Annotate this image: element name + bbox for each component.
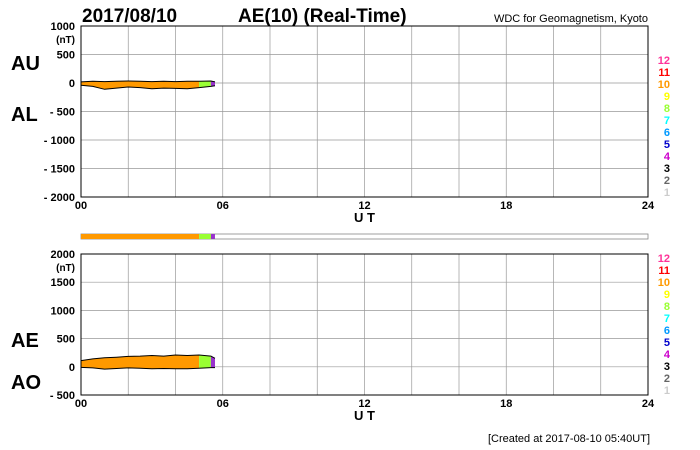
created-timestamp: [Created at 2017-08-10 05:40UT] (488, 433, 650, 445)
y-tick-label: - 500 (50, 390, 75, 402)
x-tick-label: 00 (75, 398, 87, 410)
station-scale-label: 9 (664, 289, 670, 301)
station-bar-segment (199, 234, 211, 239)
x-tick-label: 18 (500, 398, 512, 410)
plot-frame (80, 25, 649, 198)
x-tick-label: 24 (642, 200, 655, 212)
area-segment (210, 81, 215, 87)
x-tick-label: 00 (75, 200, 87, 212)
station-scale-label: 1 (664, 385, 670, 397)
x-tick-label: 06 (217, 398, 229, 410)
y-tick-label: 1000 (51, 305, 75, 317)
y-tick-label: - 1000 (44, 135, 75, 147)
chart-title: AE(10) (Real-Time) (238, 6, 407, 27)
x-axis-label: U T (354, 408, 375, 423)
lower-index-label: AL (11, 104, 38, 126)
series-line-ao (80, 366, 215, 370)
area-segment (199, 81, 211, 88)
x-tick-label: 12 (358, 398, 370, 410)
y-tick-label: 2000 (51, 249, 75, 261)
y-tick-label: 1500 (51, 277, 75, 289)
upper-index-label: AE (11, 330, 39, 352)
x-axis-label: U T (354, 210, 375, 225)
y-tick-label: 0 (69, 78, 75, 90)
station-scale-label: 2 (664, 373, 670, 385)
x-tick-label: 18 (500, 200, 512, 212)
x-tick-label: 06 (217, 200, 229, 212)
y-tick-label: - 1500 (44, 164, 75, 176)
station-scale-label: 5 (664, 337, 670, 349)
x-tick-label: 12 (358, 200, 370, 212)
station-scale-label: 4 (664, 349, 671, 361)
station-bar-segment (210, 234, 215, 239)
upper-index-label: AU (11, 53, 40, 75)
y-tick-label: - 500 (50, 107, 75, 119)
station-scale-label: 9 (664, 91, 670, 103)
area-segment (199, 355, 211, 369)
series-line-au (80, 80, 216, 83)
station-scale-label: 10 (658, 277, 670, 289)
station-scale-label: 4 (664, 151, 671, 163)
y-tick-label: 500 (57, 50, 75, 62)
station-scale-label: 3 (664, 163, 670, 175)
plot-frame (80, 253, 649, 396)
station-scale-label: 3 (664, 361, 670, 373)
station-scale-label: 11 (658, 67, 670, 79)
station-scale-label: 12 (658, 55, 670, 67)
date-label: 2017/08/10 (82, 6, 177, 27)
station-scale-label: 6 (664, 127, 670, 139)
area-segment (81, 355, 200, 370)
station-scale-label: 5 (664, 139, 670, 151)
station-scale-label: 2 (664, 175, 670, 187)
station-count-bar (80, 233, 649, 240)
station-scale-label: 8 (664, 301, 670, 313)
y-tick-label: 500 (57, 334, 75, 346)
series-line-ae (80, 354, 216, 362)
station-scale-label: 7 (664, 313, 670, 325)
y-tick-label: - 2000 (44, 192, 75, 204)
station-scale-label: 6 (664, 325, 670, 337)
area-segment (210, 356, 215, 368)
source-label: WDC for Geomagnetism, Kyoto (494, 13, 648, 25)
y-tick-label: 0 (69, 362, 75, 374)
station-scale-label: 10 (658, 79, 670, 91)
station-scale-label: 7 (664, 115, 670, 127)
station-scale-label: 1 (664, 187, 670, 199)
unit-label: (nT) (56, 263, 75, 274)
series-line-al (80, 84, 216, 90)
station-scale-label: 8 (664, 103, 670, 115)
area-segment (81, 81, 200, 90)
y-tick-label: 1000 (51, 21, 75, 33)
unit-label: (nT) (56, 35, 75, 46)
station-bar-segment (81, 234, 200, 239)
lower-index-label: AO (11, 372, 41, 394)
station-scale-label: 12 (658, 253, 670, 265)
x-tick-label: 24 (642, 398, 655, 410)
station-scale-label: 11 (658, 265, 670, 277)
